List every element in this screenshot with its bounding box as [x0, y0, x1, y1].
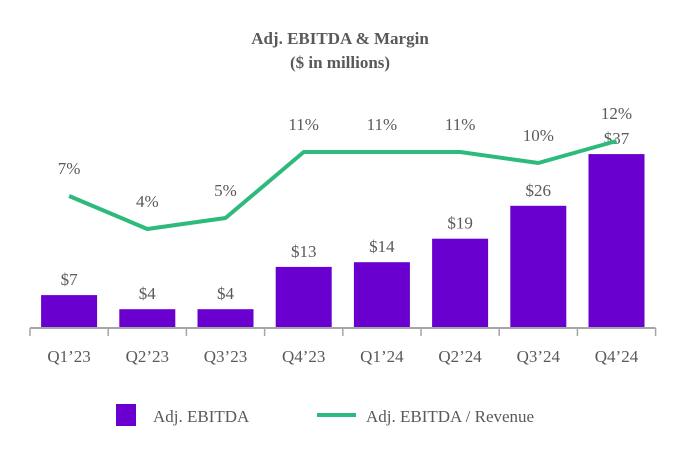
bar-3: [275, 266, 332, 328]
bar-2: [197, 309, 254, 328]
margin-label: 11%: [445, 115, 476, 134]
legend-label-margin: Adj. EBITDA / Revenue: [366, 407, 534, 426]
legend-label-adj-ebitda: Adj. EBITDA: [153, 407, 250, 426]
x-tick-label: Q4’24: [595, 347, 639, 366]
bar-label: $4: [139, 284, 157, 303]
margin-label: 5%: [214, 181, 237, 200]
x-tick-label: Q1’24: [360, 347, 404, 366]
x-tick-label: Q3’24: [517, 347, 561, 366]
bar-label: $14: [369, 237, 395, 256]
chart-subtitle: ($ in millions): [290, 53, 390, 72]
bar-7: [588, 154, 645, 328]
x-tick-label: Q1’23: [47, 347, 90, 366]
margin-label: 4%: [136, 192, 159, 211]
legend-swatch-adj-ebitda: [116, 404, 136, 426]
bar-0: [41, 295, 98, 328]
bar-6: [510, 205, 567, 328]
x-tick-label: Q2’23: [126, 347, 169, 366]
bar-label: $13: [291, 242, 317, 261]
x-tick-label: Q2’24: [438, 347, 482, 366]
bar-1: [119, 309, 176, 328]
bar-5: [432, 238, 489, 328]
margin-label: 10%: [523, 126, 554, 145]
margin-label: 11%: [367, 115, 398, 134]
margin-label: 12%: [601, 104, 632, 123]
margin-line: [68, 139, 618, 231]
bar-label: $26: [526, 181, 552, 200]
bar-label: $4: [217, 284, 235, 303]
margin-label: 11%: [288, 115, 319, 134]
bar-label: $19: [447, 214, 473, 233]
x-tick-label: Q4’23: [282, 347, 325, 366]
bar-4: [353, 262, 410, 328]
x-tick-label: Q3’23: [204, 347, 247, 366]
margin-label: 7%: [58, 159, 81, 178]
chart-title: Adj. EBITDA & Margin: [251, 29, 429, 48]
bar-label: $7: [61, 270, 79, 289]
legend: Adj. EBITDA Adj. EBITDA / Revenue: [116, 404, 534, 426]
